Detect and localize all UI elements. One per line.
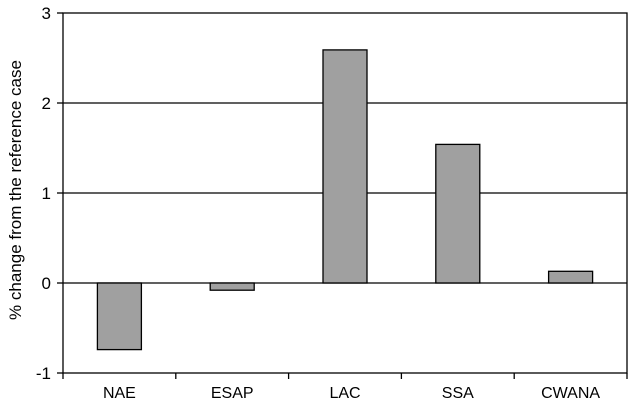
x-category-label: NAE — [103, 385, 136, 402]
x-category-label: CWANA — [541, 385, 600, 402]
bar-cwana — [547, 270, 594, 284]
y-tick-label: 2 — [42, 94, 51, 113]
bar-nae — [96, 282, 143, 351]
bar-ssa — [435, 143, 481, 284]
y-tick-label: 0 — [42, 274, 51, 293]
bar-lac — [322, 49, 368, 284]
x-category-labels: NAE ESAP LAC SSA CWANA — [103, 385, 600, 402]
y-tick-label: 3 — [42, 4, 51, 23]
x-category-label: SSA — [442, 385, 474, 402]
axes — [57, 12, 628, 379]
x-category-label: ESAP — [211, 385, 254, 402]
y-tick-labels: -1 0 1 2 3 — [36, 4, 51, 383]
y-tick-label: -1 — [36, 364, 51, 383]
x-category-label: LAC — [329, 385, 360, 402]
bars — [96, 49, 594, 351]
y-axis-title: % change from the reference case — [6, 60, 25, 320]
bar-esap — [209, 282, 255, 291]
y-tick-label: 1 — [42, 184, 51, 203]
